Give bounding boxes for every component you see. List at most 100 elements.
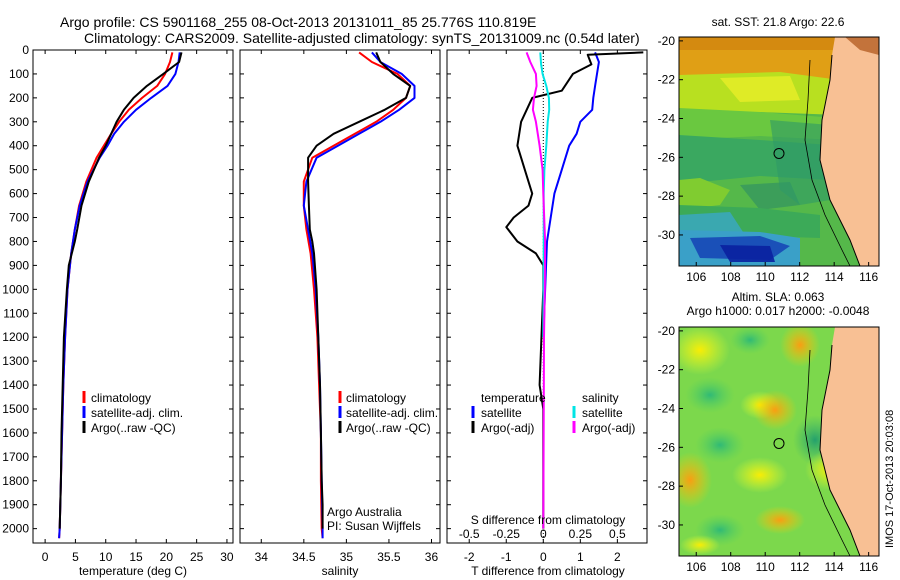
x-tick-label: 1 <box>577 550 584 564</box>
depth-tick-label: 1100 <box>3 306 29 320</box>
t-difference-xlabel: T difference from climatology <box>471 564 625 578</box>
legend-label-s-argo: Argo(-adj) <box>582 421 635 435</box>
s-tick-label: 0 <box>540 527 547 541</box>
sst-latitude-axis: -20 -22 -24 -26 -28 -30 <box>658 34 683 242</box>
difference-profile-panel: -2 -1 0 1 2 -0.5 -0.25 0 0.25 0.5 S difference f… <box>446 49 648 578</box>
lat-tick-label: -24 <box>658 112 676 126</box>
depth-tick-label: 0 <box>22 43 29 57</box>
lon-tick-label: 116 <box>859 270 878 284</box>
depth-tick-label: 400 <box>9 139 29 153</box>
difference-depth-ticks <box>447 49 647 530</box>
salinity-series <box>302 51 416 539</box>
lon-tick-label: 114 <box>825 270 844 284</box>
s-difference-xlabel: S difference from climatology <box>471 513 626 527</box>
lat-tick-label: -26 <box>658 150 676 164</box>
sst-map-frame <box>678 36 880 267</box>
lon-tick-label: 114 <box>825 560 844 574</box>
x-tick-label: -1 <box>501 550 512 564</box>
x-tick-label: 5 <box>72 550 79 564</box>
depth-tick-label: 1300 <box>2 354 29 368</box>
argo-float-marker <box>773 147 785 159</box>
salinity-legend: climatology satellite-adj. clim. Argo(..… <box>338 391 438 435</box>
imos-timestamp-label: IMOS 17-Oct-2013 20:03:08 <box>884 409 896 548</box>
lat-tick-label: -28 <box>658 189 676 203</box>
temperature-plot-frame <box>32 49 234 544</box>
sst-map-panel: sat. SST: 21.8 Argo: 22.6 106 108 110 112 11… <box>658 15 880 284</box>
temperature-profile-panel: 0100200300400500600700800900100011001200… <box>2 43 234 578</box>
temperature-series <box>58 52 183 539</box>
x-tick-label: 36 <box>425 550 439 564</box>
s-tick-label: 0.25 <box>569 527 593 541</box>
lat-tick-label: -26 <box>658 440 676 454</box>
lat-tick-label: -22 <box>658 73 676 87</box>
depth-tick-label: 1000 <box>2 282 29 296</box>
x-tick-label: 0 <box>42 550 49 564</box>
depth-tick-label: 2000 <box>2 522 29 536</box>
depth-tick-label: 1500 <box>2 402 29 416</box>
lon-tick-label: 110 <box>756 270 775 284</box>
depth-axis: 0 100 200 300 400 500 600 700 800 900 1000 1100 1200… <box>2 43 233 536</box>
s-tick-label: -0.5 <box>459 527 480 541</box>
sst-map-title: sat. SST: 21.8 Argo: 22.6 <box>712 15 845 29</box>
depth-tick-label: 700 <box>9 211 29 225</box>
lon-tick-label: 112 <box>790 270 809 284</box>
profile-line-0 <box>542 52 600 338</box>
depth-tick-label: 200 <box>9 91 29 105</box>
lon-tick-label: 108 <box>721 270 741 284</box>
profile-line-3 <box>525 52 547 529</box>
difference-series <box>505 51 644 529</box>
sla-map-subtitle: Argo h1000: 0.017 h2000: -0.0048 <box>687 304 870 318</box>
legend-label-t-satellite: satellite <box>481 406 522 420</box>
sla-field <box>679 327 879 556</box>
x-tick-label: 35 <box>340 550 354 564</box>
salinity-plot-frame <box>239 49 441 544</box>
depth-tick-label: 1200 <box>2 330 29 344</box>
depth-tick-label: 1900 <box>2 498 29 512</box>
annotation-argo-australia: Argo Australia <box>327 505 402 519</box>
depth-tick-label: 500 <box>9 163 29 177</box>
sla-map-panel: Altim. SLA: 0.063 Argo h1000: 0.017 h200… <box>658 290 880 574</box>
sst-longitude-axis: 106 108 110 112 114 116 <box>686 262 879 284</box>
difference-legend: temperature salinity satellite Argo(-adj… <box>471 391 635 435</box>
depth-tick-label: 800 <box>9 234 29 248</box>
lon-tick-label: 110 <box>756 560 775 574</box>
annotation-pi-name: PI: Susan Wijffels <box>327 519 421 533</box>
depth-tick-label: 1800 <box>2 474 29 488</box>
s-tick-label: 0.5 <box>609 527 626 541</box>
lon-tick-label: 112 <box>790 560 809 574</box>
depth-tick-label: 1700 <box>2 450 29 464</box>
lat-tick-label: -20 <box>658 34 676 48</box>
depth-tick-label: 900 <box>9 258 29 272</box>
x-tick-label: 0 <box>540 550 547 564</box>
depth-tick-label: 300 <box>9 115 29 129</box>
legend-label-climatology: climatology <box>346 391 406 405</box>
lat-tick-label: -20 <box>658 324 676 338</box>
lon-tick-label: 106 <box>686 560 706 574</box>
salinity-x-axis: 34 34.5 35 35.5 36 <box>255 50 439 564</box>
x-tick-label: 25 <box>190 550 204 564</box>
temperature-legend: climatology satellite-adj. clim. Argo(..… <box>82 391 183 435</box>
salinity-depth-ticks <box>240 49 440 530</box>
s-tick-label: -0.25 <box>493 527 521 541</box>
sla-latitude-axis: -20 -22 -24 -26 -28 -30 <box>658 324 683 532</box>
legend-label-argo: Argo(..raw -QC) <box>91 421 176 435</box>
x-tick-label: 2 <box>614 550 621 564</box>
lat-tick-label: -22 <box>658 363 676 377</box>
lat-tick-label: -28 <box>658 479 676 493</box>
x-tick-label: 30 <box>220 550 234 564</box>
depth-tick-label: 600 <box>9 187 29 201</box>
temperature-xlabel: temperature (deg C) <box>79 564 187 578</box>
sla-longitude-axis: 106 108 110 112 114 116 <box>686 552 879 574</box>
temperature-x-axis: 0 5 10 15 20 25 30 <box>42 50 234 564</box>
legend-label-satellite: satellite-adj. clim. <box>91 406 183 420</box>
x-tick-label: 34 <box>255 550 269 564</box>
legend-label-s-satellite: satellite <box>582 406 623 420</box>
legend-group-temperature: temperature <box>481 391 546 405</box>
lat-tick-label: -30 <box>658 228 676 242</box>
x-tick-label: 35.5 <box>377 550 401 564</box>
x-tick-label: -2 <box>464 550 475 564</box>
lat-tick-label: -30 <box>658 518 676 532</box>
legend-label-climatology: climatology <box>91 391 151 405</box>
legend-label-t-argo: Argo(-adj) <box>481 421 534 435</box>
